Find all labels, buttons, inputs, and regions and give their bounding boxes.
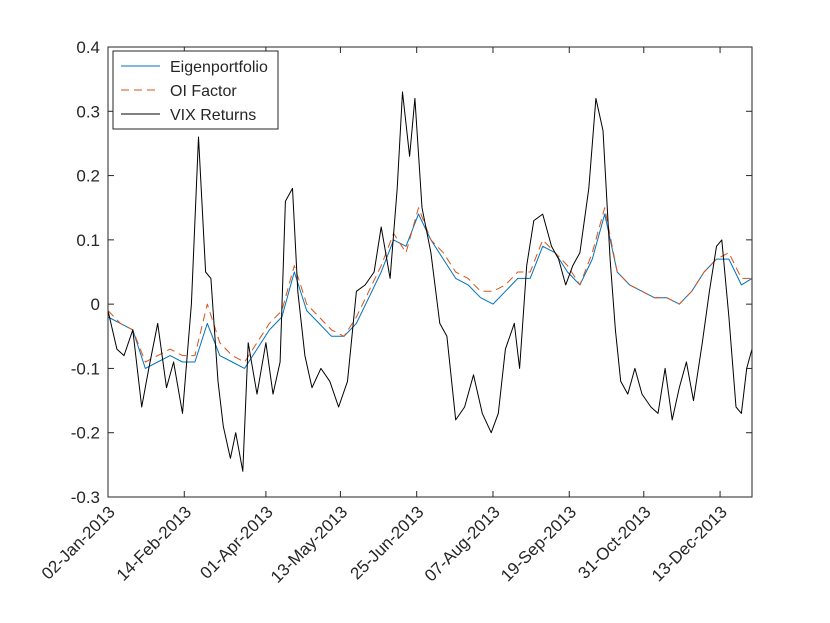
y-tick-label: 0.3 (76, 102, 100, 121)
x-tick-label: 13-May-2013 (267, 502, 351, 586)
series-line-2 (107, 91, 753, 472)
x-tick-label: 01-Apr-2013 (196, 502, 276, 582)
y-tick-label: 0.1 (76, 231, 100, 250)
x-tick-label: 25-Jun-2013 (347, 502, 428, 583)
y-tick-label: 0.4 (76, 38, 100, 57)
y-tick-label: -0.3 (71, 488, 100, 507)
legend-label-eigenportfolio: Eigenportfolio (170, 59, 268, 76)
y-tick-label: -0.2 (71, 424, 100, 443)
legend-label-oi-factor: OI Factor (170, 83, 237, 100)
y-tick-label: -0.1 (71, 359, 100, 378)
x-tick-label: 19-Sep-2013 (497, 502, 580, 585)
series-line-1 (107, 207, 752, 363)
x-tick-label: 14-Feb-2013 (113, 502, 195, 584)
plot-frame (107, 46, 753, 498)
y-tick-label: 0 (91, 295, 100, 314)
x-tick-label: 13-Dec-2013 (648, 502, 731, 585)
legend: Eigenportfolio OI Factor VIX Returns (112, 50, 279, 130)
y-tick-label: 0.2 (76, 167, 100, 186)
y-axis: -0.3 -0.2 -0.1 0 0.1 0.2 0.3 0.4 (71, 38, 752, 507)
x-tick-label: 02-Jan-2013 (38, 502, 119, 583)
x-tick-label: 07-Aug-2013 (421, 502, 504, 585)
series-layer (107, 91, 753, 472)
x-tick-label: 31-Oct-2013 (574, 502, 654, 582)
legend-label-vix-returns: VIX Returns (170, 107, 256, 124)
